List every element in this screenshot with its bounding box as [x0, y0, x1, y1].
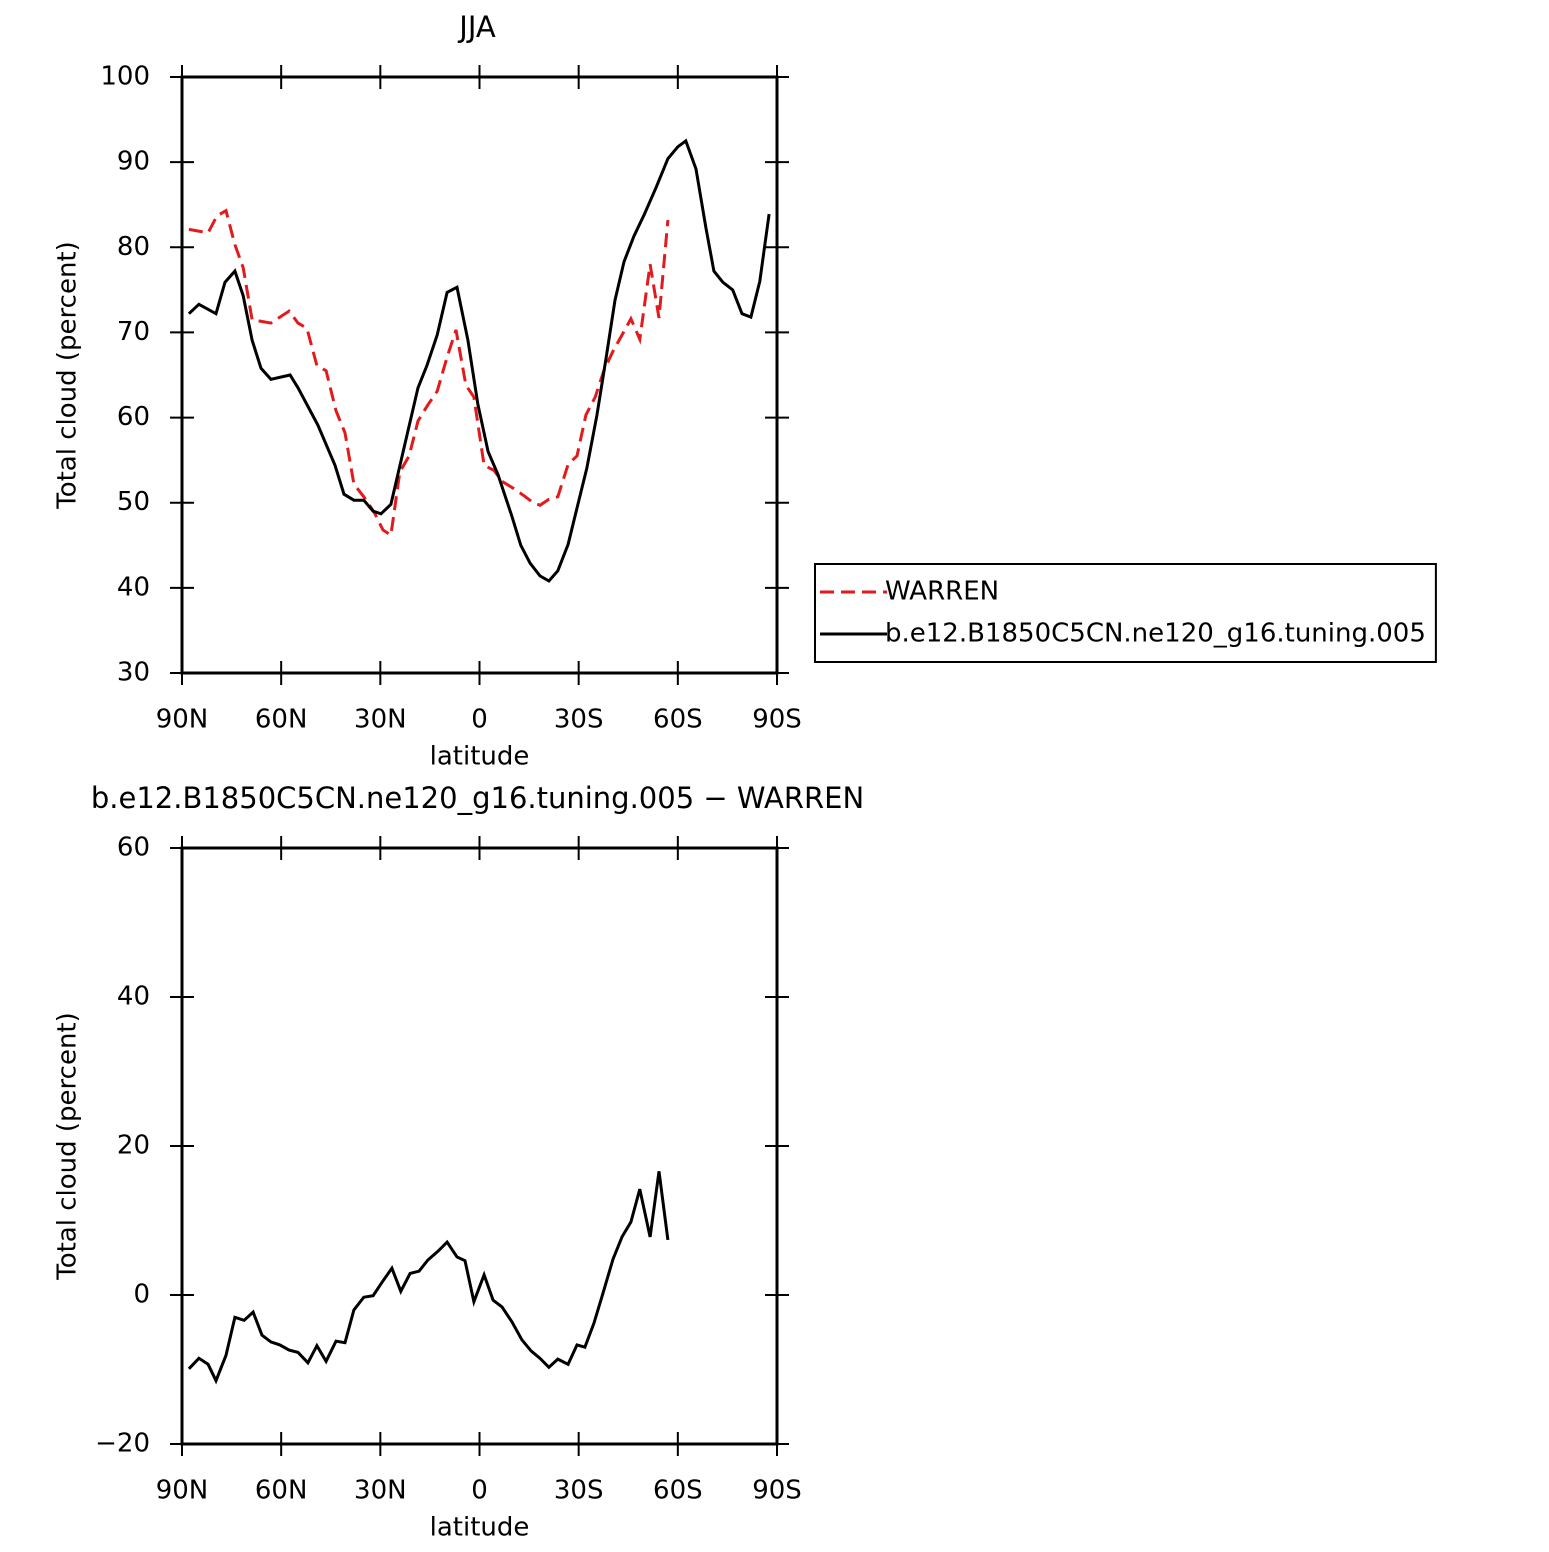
x-axis-label: latitude — [430, 742, 530, 772]
x-tick-label: 30N — [354, 1476, 407, 1506]
x-tick-label: 30S — [554, 1476, 604, 1506]
y-tick-label: −20 — [95, 1429, 150, 1459]
data-line — [187, 138, 771, 583]
chart-title: JJA — [457, 10, 496, 44]
x-tick-label: 60N — [255, 705, 308, 735]
y-axis-label: Total cloud (percent) — [53, 241, 83, 510]
y-tick-label: 20 — [117, 1131, 150, 1161]
legend-frame — [814, 563, 1437, 663]
plot-frame — [180, 75, 779, 675]
y-tick-label: 40 — [117, 982, 150, 1012]
legend: WARREN b.e12.B1850C5CN.ne120_g16.tuning.0… — [814, 563, 1437, 663]
data-line — [187, 1171, 670, 1385]
x-tick-label: 90S — [752, 1476, 802, 1506]
y-tick-label: 60 — [117, 402, 150, 432]
legend-label: WARREN — [885, 577, 999, 607]
data-line — [188, 208, 670, 538]
chart-title: b.e12.B1850C5CN.ne120_g16.tuning.005 − W… — [91, 781, 864, 815]
x-tick-label: 60S — [653, 1476, 703, 1506]
legend-label: b.e12.B1850C5CN.ne120_g16.tuning.005 — [885, 619, 1426, 649]
x-tick-label: 30S — [554, 705, 604, 735]
y-tick-label: 40 — [117, 572, 150, 602]
y-tick-label: 30 — [117, 658, 150, 688]
x-tick-label: 30N — [354, 705, 407, 735]
plot-frame — [180, 846, 779, 1446]
y-tick-label: 0 — [133, 1280, 150, 1310]
x-tick-label: 90N — [156, 705, 209, 735]
y-tick-label: 60 — [117, 833, 150, 863]
y-axis-label: Total cloud (percent) — [53, 1012, 83, 1281]
x-tick-label: 0 — [471, 705, 488, 735]
x-tick-label: 90S — [752, 705, 802, 735]
y-tick-label: 50 — [117, 487, 150, 517]
y-tick-label: 90 — [117, 147, 150, 177]
x-tick-label: 90N — [156, 1476, 209, 1506]
y-tick-label: 100 — [100, 62, 150, 92]
x-tick-label: 60N — [255, 1476, 308, 1506]
y-tick-label: 70 — [117, 317, 150, 347]
x-axis-label: latitude — [430, 1513, 530, 1543]
y-tick-label: 80 — [117, 232, 150, 262]
x-tick-label: 0 — [471, 1476, 488, 1506]
x-tick-label: 60S — [653, 705, 703, 735]
